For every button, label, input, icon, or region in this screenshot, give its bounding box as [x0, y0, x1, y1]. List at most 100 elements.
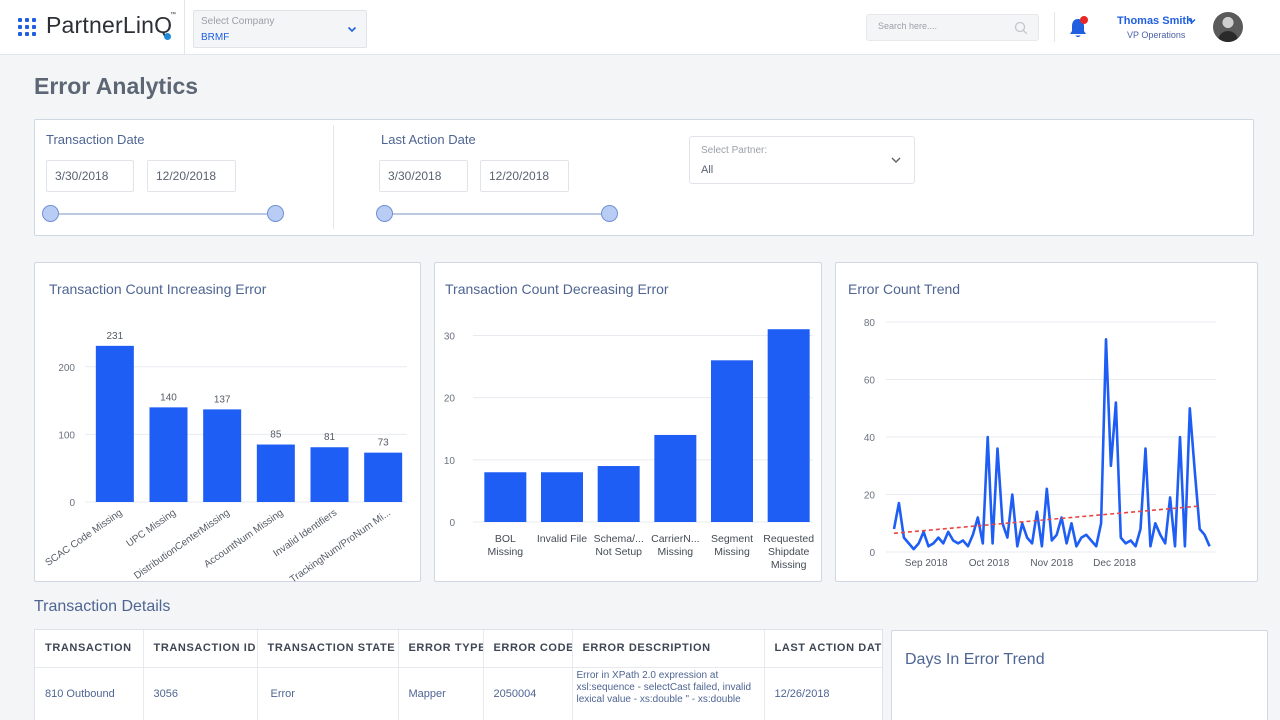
x-tick-label: Not Setup	[595, 546, 642, 558]
error-count-trend-card: Error Count Trend 0 20 40 60 80 Sep 2018 Oct 2…	[835, 262, 1258, 582]
column-header-transaction-id[interactable]: TRANSACTION ID	[143, 630, 258, 668]
column-header-transaction-state[interactable]: TRANSACTION STATE	[257, 630, 399, 668]
company-select-value: BRMF	[201, 32, 230, 43]
partner-select-label: Select Partner:	[701, 145, 768, 156]
search-icon[interactable]	[1014, 21, 1028, 35]
transaction-details-table: TRANSACTION TRANSACTION ID TRANSACTION S…	[34, 629, 883, 720]
increasing-error-card: Transaction Count Increasing Error 0 100 2…	[34, 262, 421, 583]
data-label: 140	[160, 392, 177, 403]
transaction-date-from[interactable]: 3/30/2018	[46, 160, 134, 192]
x-tick-label: Requested	[763, 533, 814, 545]
column-header-last-action-date[interactable]: LAST ACTION DATE	[764, 630, 882, 668]
series-line	[892, 338, 1211, 551]
partner-select-value: All	[701, 164, 714, 176]
header-divider	[1054, 12, 1055, 42]
cell-transaction-id: 3056	[143, 667, 258, 720]
chart-title: Transaction Count Increasing Error	[49, 281, 267, 297]
last-action-date-slider-start-handle[interactable]	[376, 205, 393, 222]
transaction-date-slider-start-handle[interactable]	[42, 205, 59, 222]
logo-trademark: ™	[170, 12, 176, 18]
bar-distributioncentermissing	[203, 409, 242, 502]
transaction-date-to[interactable]: 12/20/2018	[147, 160, 236, 192]
top-header: PartnerLinQ ™ Select Company BRMF Thomas…	[0, 0, 1280, 55]
app-grid-icon[interactable]	[18, 18, 36, 36]
y-tick-label: 10	[444, 456, 456, 467]
transaction-details-title: Transaction Details	[34, 598, 171, 615]
header-divider	[184, 0, 185, 55]
chart-title: Error Count Trend	[848, 281, 961, 297]
y-tick-label: 20	[864, 491, 876, 502]
user-name[interactable]: Thomas Smith	[1117, 15, 1193, 27]
x-tick-label: Missing	[658, 546, 694, 558]
y-tick-label: 20	[444, 394, 456, 405]
bar-accountnum-missing	[256, 444, 295, 502]
y-tick-label: 200	[58, 363, 75, 374]
avatar[interactable]	[1213, 12, 1243, 42]
x-tick-label: UPC Missing	[125, 507, 179, 549]
y-tick-label: 0	[69, 498, 75, 509]
column-header-error-type[interactable]: ERROR TYPE	[398, 630, 484, 668]
company-select-label: Select Company	[201, 16, 275, 27]
bar-segment-missing	[711, 360, 753, 522]
column-header-error-code[interactable]: ERROR CODE	[483, 630, 573, 668]
y-tick-label: 0	[869, 548, 875, 559]
y-tick-label: 80	[864, 318, 876, 329]
page-title: Error Analytics	[34, 73, 199, 99]
y-tick-label: 40	[864, 433, 876, 444]
bar-upc-missing	[149, 407, 188, 502]
notification-dot	[1080, 16, 1088, 24]
cell-error-type: Mapper	[398, 667, 484, 720]
y-tick-label: 60	[864, 376, 876, 387]
increasing-error-bar-chart: 0 100 200 231 SCAC Code Missing 140 UPC Missin…	[44, 331, 407, 583]
bar-schema-not-setup	[597, 466, 640, 522]
chevron-down-icon	[347, 26, 357, 33]
column-header-transaction[interactable]: TRANSACTION	[35, 630, 144, 668]
table-row[interactable]: 810 Outbound 3056 Error Mapper 2050004 E…	[35, 667, 882, 720]
logo-dot-icon	[164, 33, 171, 40]
chevron-down-icon	[891, 157, 901, 163]
last-action-date-slider-end-handle[interactable]	[601, 205, 618, 222]
partner-select[interactable]: Select Partner: All	[689, 136, 915, 184]
days-in-error-trend-card: Days In Error Trend	[891, 630, 1268, 720]
x-tick-label: Shipdate	[768, 546, 810, 558]
data-label: 85	[270, 430, 282, 441]
y-tick-label: 0	[449, 518, 455, 529]
y-tick-label: 30	[444, 331, 456, 342]
search-box[interactable]	[866, 14, 1039, 41]
bar-invalid-identifiers	[310, 447, 349, 502]
cell-transaction: 810 Outbound	[35, 667, 144, 720]
user-role: VP Operations	[1127, 30, 1186, 40]
error-count-trend-line-chart: 0 20 40 60 80 Sep 2018 Oct 2018 Nov 2018 Dec 201…	[864, 318, 1216, 569]
x-tick-label: Schema/...	[594, 533, 644, 545]
trendline	[893, 505, 1200, 535]
bar-trackingnum-pronum-mi	[364, 452, 403, 502]
x-tick-label: Sep 2018	[905, 558, 948, 569]
x-tick-label: Segment	[711, 533, 753, 545]
x-tick-label: Nov 2018	[1030, 558, 1073, 569]
bar-bol-missing	[484, 472, 527, 522]
bar-requested-shipdate-missing	[767, 329, 810, 522]
bar-scac-code-missing	[95, 345, 134, 502]
chevron-down-icon[interactable]	[1187, 16, 1197, 26]
search-input[interactable]	[878, 21, 1008, 31]
data-label: 73	[378, 438, 390, 449]
cell-error-description: Error in XPath 2.0 expression at xsl:seq…	[572, 667, 765, 720]
column-header-error-description[interactable]: ERROR DESCRIPTION	[572, 630, 765, 668]
cell-error-code: 2050004	[483, 667, 573, 720]
x-tick-label: Invalid File	[537, 533, 587, 545]
last-action-date-to[interactable]: 12/20/2018	[480, 160, 569, 192]
data-label: 81	[324, 432, 336, 443]
chart-title: Transaction Count Decreasing Error	[445, 281, 669, 297]
logo[interactable]: PartnerLinQ	[46, 12, 173, 38]
decreasing-error-card: Transaction Count Decreasing Error 0 10 20…	[434, 262, 822, 582]
x-tick-label: Dec 2018	[1093, 558, 1136, 569]
last-action-date-slider-track[interactable]	[385, 213, 610, 215]
data-label: 231	[106, 331, 123, 342]
company-select[interactable]: Select Company BRMF	[193, 10, 367, 48]
last-action-date-from[interactable]: 3/30/2018	[379, 160, 468, 192]
data-label: 137	[214, 394, 231, 405]
transaction-date-slider-track[interactable]	[51, 213, 276, 215]
x-tick-label: Missing	[714, 546, 750, 558]
transaction-date-slider-end-handle[interactable]	[267, 205, 284, 222]
